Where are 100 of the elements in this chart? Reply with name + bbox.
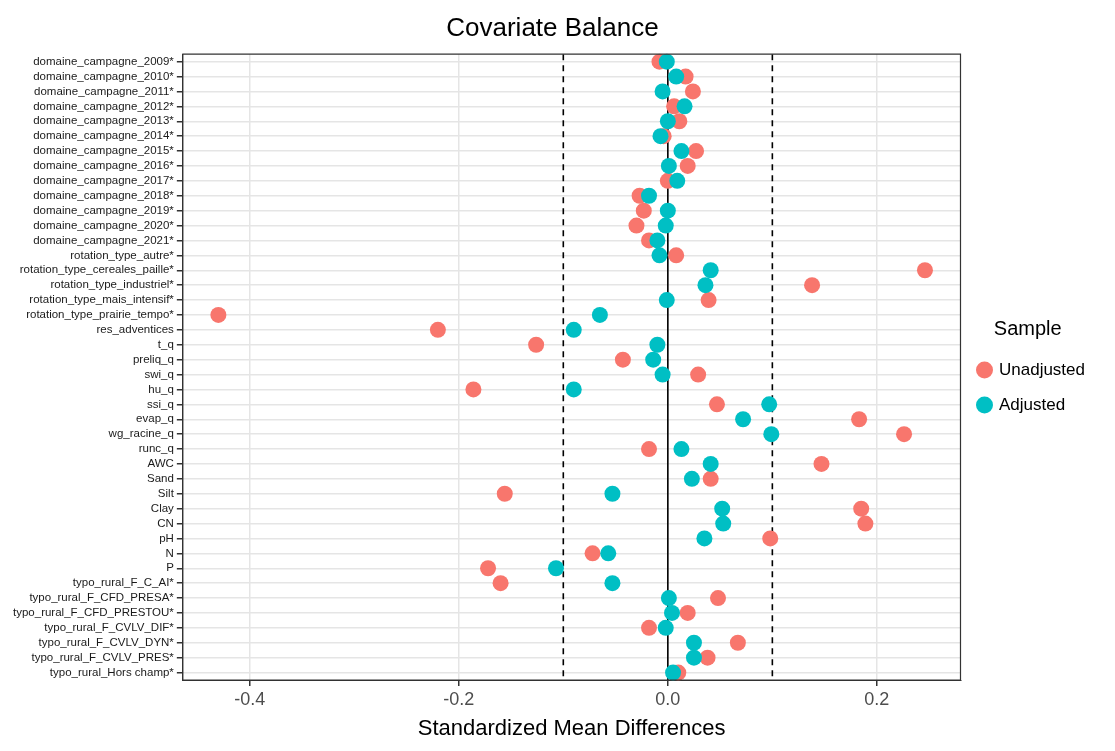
point	[896, 426, 913, 443]
y-tick-label: domaine_campagne_2012*	[33, 99, 175, 112]
point	[657, 217, 674, 234]
y-tick-label: domaine_campagne_2021*	[33, 233, 175, 246]
point	[916, 262, 933, 279]
point	[697, 277, 714, 294]
point	[600, 545, 617, 562]
point	[651, 247, 668, 264]
y-tick-label: rotation_type_autre*	[70, 248, 175, 261]
point	[683, 470, 700, 487]
point	[699, 649, 716, 666]
point	[635, 202, 652, 219]
point	[714, 500, 731, 517]
point	[429, 321, 446, 338]
y-tick-label: swi_q	[144, 367, 174, 380]
point	[654, 366, 671, 383]
y-tick-label: rotation_type_mais_intensif*	[29, 293, 175, 306]
y-tick-label: runc_q	[138, 442, 174, 455]
y-tick-label: domaine_campagne_2014*	[33, 129, 175, 142]
y-tick-label: Silt	[157, 486, 175, 499]
point	[604, 485, 621, 502]
point	[685, 634, 702, 651]
point	[665, 664, 682, 681]
y-tick-label: t_q	[157, 337, 174, 350]
y-tick-label: domaine_campagne_2016*	[33, 159, 175, 172]
y-tick-label: evap_q	[136, 412, 174, 425]
y-tick-label: ssi_q	[146, 397, 174, 410]
point	[210, 306, 227, 323]
point	[679, 157, 696, 174]
point	[547, 560, 564, 577]
point	[480, 560, 497, 577]
point	[673, 441, 690, 458]
x-tick-label: 0.0	[655, 688, 681, 709]
y-tick-label: domaine_campagne_2018*	[33, 188, 175, 201]
point	[763, 426, 780, 443]
legend-title: Sample	[993, 317, 1062, 340]
point	[700, 292, 717, 309]
point	[660, 157, 677, 174]
y-tick-label: P	[166, 561, 175, 574]
point	[641, 619, 658, 636]
point	[761, 396, 778, 413]
point	[804, 277, 821, 294]
point	[676, 98, 693, 115]
y-tick-label: Clay	[150, 501, 175, 514]
x-axis-title: Standardized Mean Differences	[417, 714, 726, 740]
y-tick-label: Sand	[146, 472, 174, 485]
y-tick-label: domaine_campagne_2013*	[33, 114, 175, 127]
point	[614, 351, 631, 368]
y-tick-label: hu_q	[148, 382, 174, 395]
y-tick-label: domaine_campagne_2017*	[33, 174, 175, 187]
point	[565, 381, 582, 398]
point	[641, 187, 658, 204]
point	[669, 172, 686, 189]
point	[657, 619, 674, 636]
y-tick-label: rotation_type_cereales_paille*	[19, 263, 175, 276]
point	[729, 634, 746, 651]
point	[649, 232, 666, 249]
legend-label: Unadjusted	[999, 359, 1086, 379]
x-tick-label: -0.4	[234, 688, 266, 709]
x-tick-label: -0.2	[443, 688, 475, 709]
y-tick-label: wg_racine_q	[107, 427, 174, 440]
point	[696, 530, 713, 547]
point	[658, 53, 675, 70]
point	[628, 217, 645, 234]
point	[641, 441, 658, 458]
point	[668, 68, 685, 85]
point	[735, 411, 752, 428]
point	[684, 83, 701, 100]
point	[659, 113, 676, 130]
point	[654, 83, 671, 100]
point	[659, 202, 676, 219]
y-tick-label: typo_rural_F_CFD_PRESA*	[29, 591, 175, 604]
point	[584, 545, 601, 562]
point	[668, 247, 685, 264]
y-tick-label: typo_rural_F_CVLV_PRES*	[31, 650, 175, 663]
point	[645, 351, 662, 368]
point	[465, 381, 482, 398]
y-tick-label: N	[165, 546, 174, 559]
point	[604, 575, 621, 592]
point	[715, 515, 732, 532]
y-tick-label: domaine_campagne_2015*	[33, 144, 175, 157]
point	[528, 336, 545, 353]
x-tick-label: 0.2	[864, 688, 890, 709]
point	[690, 366, 707, 383]
point	[591, 306, 608, 323]
y-tick-label: typo_rural_F_CVLV_DYN*	[38, 635, 175, 648]
y-tick-label: res_adventices	[96, 323, 175, 336]
y-tick-label: typo_rural_F_CFD_PRESTOU*	[13, 606, 175, 619]
point	[688, 143, 705, 160]
y-tick-label: domaine_campagne_2020*	[33, 218, 175, 231]
point	[853, 500, 870, 517]
y-tick-label: rotation_type_industriel*	[50, 278, 175, 291]
point	[649, 336, 666, 353]
y-tick-label: rotation_type_prairie_tempo*	[26, 308, 175, 321]
y-tick-label: domaine_campagne_2011*	[34, 84, 175, 97]
y-tick-label: domaine_campagne_2010*	[33, 69, 175, 82]
y-tick-label: preliq_q	[132, 352, 174, 365]
y-tick-label: typo_rural_F_C_AI*	[72, 576, 175, 589]
y-tick-label: domaine_campagne_2009*	[33, 54, 175, 67]
point	[660, 590, 677, 607]
